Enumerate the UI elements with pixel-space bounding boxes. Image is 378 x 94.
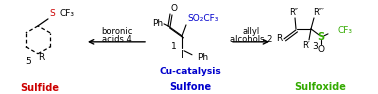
Text: alcohols 2: alcohols 2 — [230, 35, 272, 44]
Text: R″′: R″′ — [314, 8, 324, 17]
Text: Sulfoxide: Sulfoxide — [294, 82, 346, 92]
Text: R′: R′ — [302, 41, 310, 50]
Text: R: R — [276, 34, 282, 43]
Text: Cu-catalysis: Cu-catalysis — [159, 67, 221, 76]
Text: R″: R″ — [290, 8, 299, 17]
Text: S: S — [49, 9, 55, 18]
Text: O: O — [170, 4, 178, 13]
Text: CF₃: CF₃ — [338, 26, 353, 35]
Text: Ph: Ph — [197, 53, 208, 62]
Text: O: O — [318, 45, 324, 54]
Text: acids 4: acids 4 — [102, 35, 132, 44]
Text: 5: 5 — [25, 57, 31, 66]
Text: R: R — [38, 53, 44, 62]
Text: 3: 3 — [312, 42, 318, 51]
Text: 1: 1 — [171, 42, 177, 51]
Text: S: S — [318, 32, 325, 42]
Text: SO₂CF₃: SO₂CF₃ — [187, 14, 219, 23]
Text: Ph: Ph — [152, 19, 163, 28]
Text: boronic: boronic — [101, 27, 132, 36]
Text: I: I — [181, 50, 183, 60]
Text: Sulfide: Sulfide — [20, 83, 59, 93]
Text: CF₃: CF₃ — [60, 9, 75, 18]
Text: Sulfone: Sulfone — [169, 82, 211, 92]
Text: allyl: allyl — [242, 27, 260, 36]
